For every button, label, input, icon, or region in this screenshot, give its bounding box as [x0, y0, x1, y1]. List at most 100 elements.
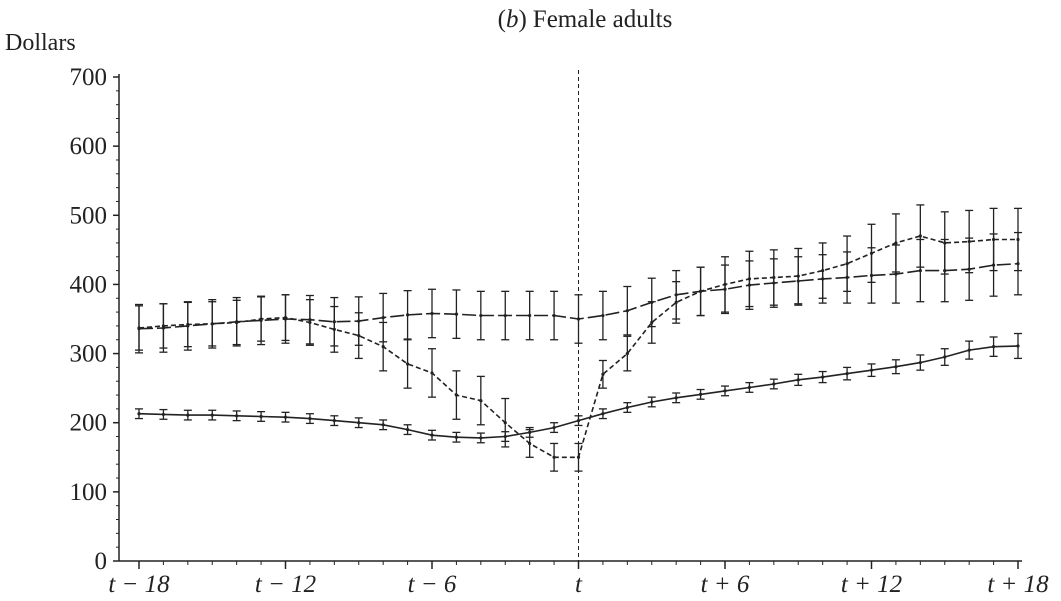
data-point: [674, 396, 678, 400]
data-point: [186, 322, 190, 327]
data-point: [772, 382, 776, 386]
data-point: [698, 289, 703, 293]
y-tick-label: 0: [95, 548, 108, 575]
data-point: [357, 333, 361, 338]
data-point: [625, 405, 629, 410]
data-point: [1016, 237, 1020, 242]
data-point: [552, 313, 556, 318]
data-point: [943, 355, 947, 359]
data-point: [625, 309, 629, 313]
data-point: [454, 393, 459, 397]
data-point: [381, 316, 385, 320]
data-point: [381, 345, 385, 349]
data-point: [210, 322, 214, 326]
data-point: [991, 345, 996, 349]
data-point: [601, 412, 605, 416]
data-point: [210, 413, 214, 417]
data-point: [894, 365, 898, 369]
x-tick-label: t + 18: [987, 571, 1049, 598]
data-point: [576, 317, 581, 321]
data-point: [381, 423, 385, 427]
data-point: [576, 455, 581, 459]
data-point: [454, 435, 459, 439]
x-tick-label: t − 6: [408, 571, 457, 598]
data-point: [405, 313, 410, 317]
data-point: [650, 320, 654, 325]
data-point: [235, 414, 239, 418]
chart-title: (b) Female adults: [498, 6, 673, 33]
data-point: [552, 455, 556, 459]
data-point: [528, 441, 532, 446]
y-ticks: 0 100 200 300 400 500 600 700: [70, 64, 119, 575]
data-point: [845, 372, 849, 376]
data-point: [625, 351, 629, 356]
data-point: [967, 239, 971, 244]
data-point: [650, 400, 654, 404]
data-point: [723, 389, 727, 393]
series-2-long-dash: [135, 231, 1022, 354]
y-tick-label: 600: [70, 133, 108, 160]
series-1-solid: [135, 332, 1022, 444]
data-point: [259, 414, 263, 419]
data-point: [186, 413, 190, 417]
data-point: [332, 327, 336, 331]
data-point: [869, 251, 874, 255]
data-point: [259, 317, 263, 321]
x-tick-label: t + 6: [701, 571, 750, 598]
data-point: [723, 282, 727, 287]
data-point: [454, 312, 459, 316]
data-point: [283, 316, 288, 320]
data-point: [503, 313, 507, 318]
data-point: [967, 348, 971, 352]
data-point: [405, 428, 410, 432]
data-point: [821, 269, 825, 273]
data-point: [772, 275, 776, 280]
y-tick-label: 500: [70, 202, 108, 229]
x-tick-label: t − 18: [108, 571, 170, 598]
data-point: [894, 241, 898, 245]
y-tick-label: 100: [70, 479, 108, 506]
data-point: [674, 300, 678, 305]
x-tick-label: t − 12: [255, 571, 316, 598]
data-point: [479, 313, 483, 318]
data-point: [137, 326, 141, 330]
data-point: [308, 416, 312, 421]
data-point: [918, 360, 922, 365]
data-point: [528, 313, 532, 318]
y-axis-label: Dollars: [5, 30, 76, 56]
data-point: [430, 433, 434, 437]
data-point: [430, 311, 434, 316]
x-ticks: t − 18 t − 12 t − 6 t t + 6 t + 12 t + 18: [108, 561, 1049, 598]
y-tick-label: 300: [70, 341, 108, 368]
data-point: [747, 277, 752, 281]
data-point: [283, 415, 288, 419]
data-point: [430, 371, 434, 375]
data-point: [332, 419, 336, 423]
data-point: [405, 362, 410, 366]
series-layer: [135, 204, 1022, 472]
data-point: [161, 324, 166, 328]
data-point: [308, 320, 312, 325]
chart-title-text: Female adults: [533, 6, 673, 33]
data-point: [845, 262, 849, 266]
data-point: [894, 272, 898, 276]
y-tick-label: 400: [70, 271, 108, 298]
data-point: [991, 237, 996, 242]
data-point: [601, 313, 605, 318]
data-point: [235, 320, 239, 325]
data-point: [943, 241, 947, 245]
data-point: [357, 421, 361, 425]
data-point: [918, 269, 922, 273]
data-point: [161, 412, 166, 417]
data-point: [796, 378, 800, 382]
data-point: [821, 375, 825, 379]
series-3-short-dash: [135, 204, 1022, 472]
data-point: [479, 398, 483, 403]
data-point: [576, 419, 581, 423]
x-tick-label: t + 12: [841, 571, 902, 598]
data-point: [601, 372, 605, 376]
x-tick-label: t: [575, 571, 583, 598]
data-point: [137, 412, 141, 416]
data-point: [796, 274, 800, 278]
